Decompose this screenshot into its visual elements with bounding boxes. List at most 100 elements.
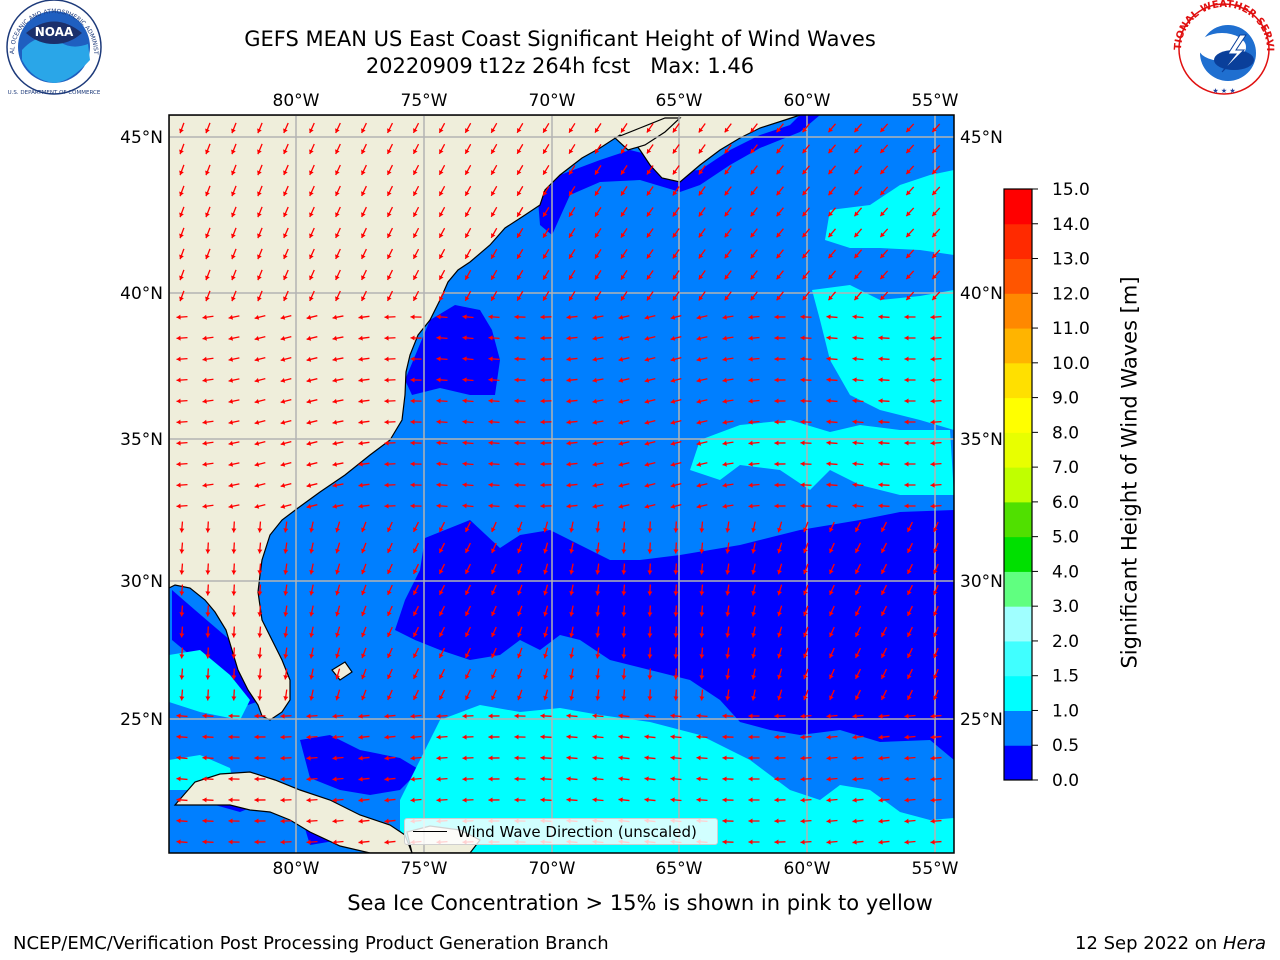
wave-vector-head xyxy=(384,356,389,362)
wave-vector-head xyxy=(569,527,575,533)
wave-vector-head xyxy=(361,149,366,154)
wave-vector-head xyxy=(930,503,935,509)
wave-vector-head xyxy=(907,569,912,574)
wave-vector-head xyxy=(595,274,600,280)
wave-vector-head xyxy=(231,549,237,554)
lat-label: 45°N xyxy=(120,128,163,148)
wave-vector-head xyxy=(488,377,493,383)
wave-vector-head xyxy=(748,419,753,425)
wave-vector-head xyxy=(569,653,575,659)
wave-vector-head xyxy=(932,148,937,154)
wave-vector-head xyxy=(722,839,727,845)
wave-vector-head xyxy=(358,839,363,845)
wave-vector-head xyxy=(932,127,937,133)
wave-vector-head xyxy=(176,335,181,341)
wave-vector-head xyxy=(410,356,415,362)
lat-label: 30°N xyxy=(120,572,163,592)
wave-vector-head xyxy=(566,503,571,509)
wave-vector-head xyxy=(488,419,493,425)
wave-vector-head xyxy=(852,755,857,761)
wave-vector-head xyxy=(517,128,522,133)
wave-vector-head xyxy=(384,377,389,383)
wave-vector-head xyxy=(176,734,181,740)
wave-vector-head xyxy=(462,797,467,803)
wave-vector-head xyxy=(436,461,441,467)
wave-vector-head xyxy=(361,653,366,659)
wave-vector-head xyxy=(696,398,702,404)
wave-vector-head xyxy=(176,377,181,383)
wave-vector-head xyxy=(543,569,549,575)
wave-vector-head xyxy=(410,713,415,719)
wave-vector-head xyxy=(592,440,597,446)
wave-vector-head xyxy=(933,674,938,680)
wave-vector-head xyxy=(202,797,207,803)
wave-vector-head xyxy=(748,335,753,341)
wave-vector-head xyxy=(774,482,779,488)
wave-vector-head xyxy=(387,170,392,175)
wave-vector-head xyxy=(595,127,600,133)
wave-vector-head xyxy=(722,461,727,467)
wave-vector-head xyxy=(361,275,366,280)
wave-vector-head xyxy=(595,549,601,554)
wave-vector-head xyxy=(491,128,496,133)
wave-vector-head xyxy=(540,398,545,404)
wave-vector-head xyxy=(852,335,857,341)
graticule xyxy=(169,115,954,853)
legend-label: Wind Wave Direction (unscaled) xyxy=(457,823,697,841)
colorbar-swatch xyxy=(1004,501,1032,538)
wave-vector-head xyxy=(179,296,184,302)
wave-vector-head xyxy=(254,713,259,719)
wave-vector-head xyxy=(673,612,679,617)
noaa-ring-bottom: U.S. DEPARTMENT OF COMMERCE xyxy=(8,90,101,96)
lon-label: 55°W xyxy=(912,859,959,879)
wave-vector-head xyxy=(439,527,444,532)
wave-vector-head xyxy=(488,755,493,761)
wave-vector-head xyxy=(670,314,676,320)
wave-vector-head xyxy=(673,654,679,659)
wave-vector-head xyxy=(439,569,444,574)
wave-vector-head xyxy=(306,713,311,719)
wave-vector-head xyxy=(332,797,337,803)
wave-vector-head xyxy=(854,148,859,154)
wave-vector-head xyxy=(644,482,650,488)
wave-vector-head xyxy=(932,190,937,196)
wave-vector-head xyxy=(491,233,496,238)
wave-vector-head xyxy=(777,527,782,533)
wave-vector-head xyxy=(750,169,756,175)
wave-vector-head xyxy=(517,674,522,680)
wave-vector-head xyxy=(828,295,833,301)
wave-vector-head xyxy=(881,611,886,616)
wave-vector-head xyxy=(384,482,389,488)
wave-vector-head xyxy=(621,696,627,701)
wave-vector-head xyxy=(436,356,441,362)
wave-vector-head xyxy=(699,696,705,701)
wave-vector-head xyxy=(696,335,702,341)
wave-vector-head xyxy=(802,253,807,259)
wave-vector-head xyxy=(358,335,363,341)
wave-vector-head xyxy=(517,527,522,533)
wave-vector-head xyxy=(878,440,883,446)
wave-vector-head xyxy=(514,482,519,488)
wave-vector-head xyxy=(228,461,234,467)
wave-vector-head xyxy=(358,713,363,719)
wave-vector-head xyxy=(179,591,185,596)
wave-vector-head xyxy=(387,653,392,659)
run-date: 12 Sep 2022 on Hera xyxy=(1075,933,1266,954)
wave-vector-head xyxy=(179,549,185,554)
wave-vector-head xyxy=(852,377,857,383)
wave-vector-head xyxy=(332,482,338,488)
wave-vector-head xyxy=(646,295,652,301)
wave-vector-head xyxy=(878,482,883,488)
wave-vector-head xyxy=(854,232,859,238)
wave-vector-head xyxy=(309,233,314,239)
wave-vector-head xyxy=(335,590,340,596)
wave-vector-head xyxy=(621,675,627,680)
wave-vector-head xyxy=(670,755,675,761)
wave-vector-head xyxy=(413,527,418,532)
wave-vector-head xyxy=(231,149,236,155)
wave-vector-head xyxy=(722,755,727,761)
wave-vector-head xyxy=(826,461,831,467)
wave-vector-head xyxy=(802,190,807,196)
wave-vector-head xyxy=(907,632,912,637)
colorbar-tick-label: 1.0 xyxy=(1052,701,1079,721)
